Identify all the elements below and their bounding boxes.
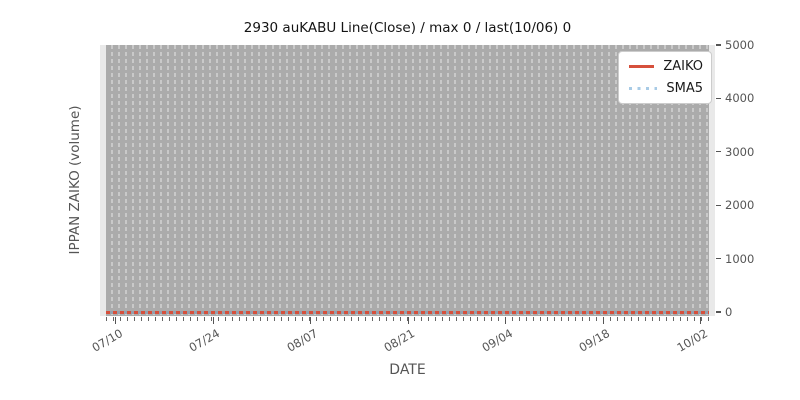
x-major-tick xyxy=(602,317,604,324)
y-tick-label: 3000 xyxy=(725,144,755,159)
y-tick-label: 0 xyxy=(725,305,733,319)
y-tick-mark xyxy=(716,204,721,206)
x-major-tick xyxy=(700,317,702,324)
y-tick-mark xyxy=(716,97,721,100)
y-axis-label: IPPAN ZAIKO (volume) xyxy=(67,105,83,255)
y-tick-mark xyxy=(716,44,721,46)
x-major-tick xyxy=(407,317,409,324)
x-tick-label: 07/10 xyxy=(89,326,125,355)
x-axis-label: DATE xyxy=(389,362,426,378)
chart-title: 2930 auKABU Line(Close) / max 0 / last(1… xyxy=(243,20,572,36)
zaiko-zero-line xyxy=(106,311,709,314)
x-tick-label: 09/18 xyxy=(576,326,613,355)
legend: ZAIKO SMA5 xyxy=(618,51,712,104)
sma5-dotted-swatch xyxy=(629,87,658,90)
y-tick-mark xyxy=(716,257,721,260)
legend-label-sma5: SMA5 xyxy=(666,81,703,96)
x-tick-label: 09/04 xyxy=(479,326,515,355)
legend-item-sma5: SMA5 xyxy=(629,81,703,96)
zaiko-line-swatch xyxy=(629,65,655,68)
x-tick-label: 07/24 xyxy=(186,326,223,355)
plot-area xyxy=(100,45,715,316)
y-tick-label: 1000 xyxy=(725,251,755,266)
y-tick-label: 5000 xyxy=(725,38,755,52)
legend-label-zaiko: ZAIKO xyxy=(663,59,703,74)
y-tick-label: 4000 xyxy=(725,91,755,106)
y-tick-label: 2000 xyxy=(725,198,755,213)
plot-data-band xyxy=(106,45,709,316)
x-axis-minor-ticks xyxy=(106,317,713,321)
x-major-tick xyxy=(115,317,117,324)
y-tick-mark xyxy=(716,311,721,313)
x-tick-label: 10/02 xyxy=(674,326,710,355)
x-tick-label: 08/07 xyxy=(284,326,320,355)
x-major-tick xyxy=(212,317,214,324)
x-major-tick xyxy=(310,317,312,324)
x-tick-label: 08/21 xyxy=(381,326,418,355)
x-major-tick xyxy=(505,317,507,324)
legend-item-zaiko: ZAIKO xyxy=(629,59,703,74)
y-tick-mark xyxy=(716,151,721,153)
